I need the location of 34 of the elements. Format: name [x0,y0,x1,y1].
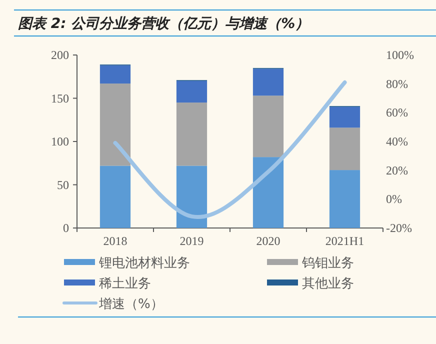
y-tick-label: 200 [51,48,69,62]
bar [329,170,360,228]
legend-label: 锂电池材料业务 [98,256,190,271]
y2-tick-label: 100% [386,48,414,62]
x-tick-label: 2019 [180,234,204,248]
y-tick-label: 50 [57,178,69,192]
y-tick-label: 150 [51,91,69,106]
bar [100,65,131,84]
bar [252,96,284,158]
bar [176,80,208,103]
legend-label: 增速（%） [98,297,164,312]
y2-tick-label: 20% [386,163,408,178]
bar [100,166,131,228]
y2-tick-label: -20% [386,221,412,235]
bar [176,102,208,166]
bar [252,157,284,228]
bar [100,84,131,166]
legend-label: 钨钼业务 [301,256,354,271]
y2-tick-label: 0% [386,192,402,206]
y-tick-label: 100 [51,134,69,148]
y2-tick-label: 60% [386,106,408,120]
y2-tick-label: 80% [386,76,408,91]
bar [176,166,208,228]
legend-label: 其他业务 [302,276,354,292]
bar [252,68,284,96]
y2-tick-label: 40% [386,134,408,148]
x-tick-label: 2020 [256,234,280,248]
x-tick-label: 2021H1 [325,234,364,248]
chart-title: 图表 2: 公司分业务营收（亿元）与增速（%） [18,16,310,32]
y-tick-label: 0 [63,221,69,235]
x-tick-label: 2018 [103,234,128,248]
bar [329,128,360,170]
bar [329,106,360,128]
legend-label: 稀土业务 [99,276,151,292]
